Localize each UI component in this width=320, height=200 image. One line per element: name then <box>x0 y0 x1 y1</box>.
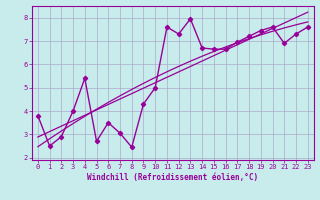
X-axis label: Windchill (Refroidissement éolien,°C): Windchill (Refroidissement éolien,°C) <box>87 173 258 182</box>
